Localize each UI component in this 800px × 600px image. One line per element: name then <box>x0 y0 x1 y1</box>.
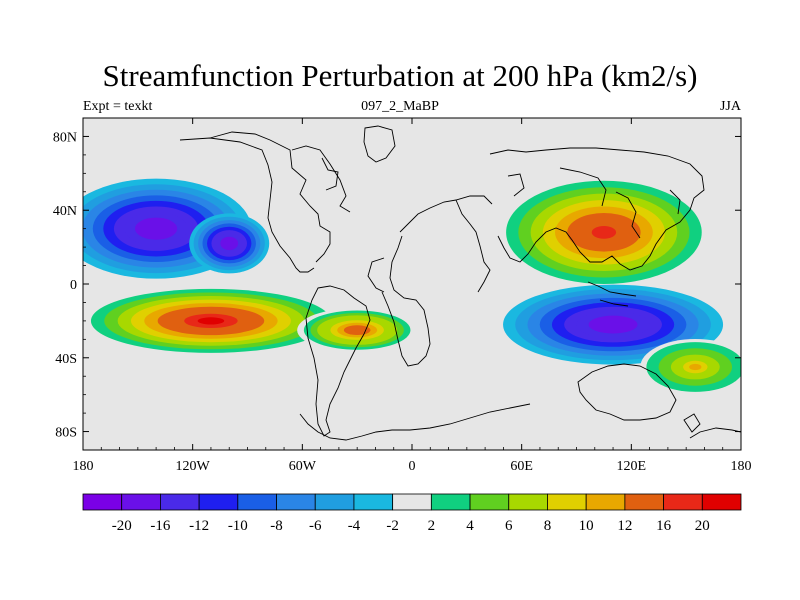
x-tick-label: 180 <box>73 459 94 474</box>
coastlines <box>179 125 741 441</box>
y-tick-label: 80N <box>53 130 77 145</box>
colorbar-swatch <box>469 493 510 511</box>
experiment-label: Expt = texkt <box>83 99 153 114</box>
colorbar-swatch <box>314 493 355 511</box>
colorbar-swatch <box>430 493 471 511</box>
colorbar-swatch <box>547 493 587 511</box>
y-tick-label: 0 <box>70 278 77 293</box>
colorbar-label: 10 <box>579 518 594 534</box>
colorbar-label: 16 <box>656 518 672 534</box>
colorbar-label: -10 <box>228 518 248 534</box>
colorbar-label: -16 <box>150 518 170 534</box>
colorbar-swatch <box>663 493 703 511</box>
colorbar-swatch <box>82 493 123 511</box>
case-label: 097_2_MaBP <box>361 99 439 114</box>
x-tick-label: 0 <box>409 459 416 474</box>
colorbar: -20 -16 -12 -10 -8 -6 -4 -2 2 4 6 8 10 12 16 20 <box>82 493 742 534</box>
colorbar-label: -6 <box>309 518 322 534</box>
y-axis: 80N 40N 0 40S 80S <box>53 130 741 441</box>
x-tick-label: 120E <box>617 459 647 474</box>
colorbar-label: -12 <box>189 518 209 534</box>
y-tick-label: 40N <box>53 204 77 219</box>
contour-field <box>83 174 741 395</box>
season-label: JJA <box>719 99 741 114</box>
colorbar-label: 8 <box>544 518 552 534</box>
field-contour-1-8 <box>197 317 225 325</box>
colorbar-label: -4 <box>348 518 361 534</box>
x-axis: 180 120W 60W 0 60E 120E 180 <box>73 118 752 474</box>
colorbar-label: 12 <box>617 518 632 534</box>
colorbar-label: 4 <box>466 518 474 534</box>
x-tick-label: 180 <box>731 459 752 474</box>
colorbar-label: -8 <box>270 518 283 534</box>
colorbar-label: 2 <box>428 518 436 534</box>
x-tick-label: 120W <box>176 459 211 474</box>
y-tick-label: 40S <box>55 352 77 367</box>
colorbar-swatch <box>392 493 432 511</box>
field-contour-4-8 <box>224 240 234 247</box>
colorbar-swatch <box>198 493 239 511</box>
colorbar-swatch <box>121 493 161 511</box>
colorbar-swatch <box>624 493 664 511</box>
colorbar-label: -2 <box>386 518 399 534</box>
colorbar-swatch <box>160 493 200 511</box>
plot-area: 180 120W 60W 0 60E 120E 180 80N 40N 0 40S 80S <box>53 117 752 474</box>
x-tick-label: 60E <box>510 459 533 474</box>
colorbar-swatch <box>701 493 742 511</box>
field-contour-5-8 <box>350 327 364 333</box>
chart-title: Streamfunction Perturbation at 200 hPa (… <box>102 58 698 93</box>
field-contour-3-8 <box>600 320 626 329</box>
colorbar-swatch <box>237 493 277 511</box>
colorbar-label: 6 <box>505 518 513 534</box>
field-contour-6-8 <box>689 363 702 371</box>
colorbar-label: -20 <box>112 518 132 534</box>
y-tick-label: 80S <box>55 426 77 441</box>
colorbar-swatch <box>353 493 394 511</box>
colorbar-swatch <box>276 493 316 511</box>
field-contour-0-8 <box>145 223 167 235</box>
colorbar-swatch <box>585 493 626 511</box>
field-contour-2-8 <box>591 225 617 239</box>
x-tick-label: 60W <box>289 459 317 474</box>
colorbar-label: 20 <box>695 518 710 534</box>
colorbar-swatch <box>508 493 548 511</box>
